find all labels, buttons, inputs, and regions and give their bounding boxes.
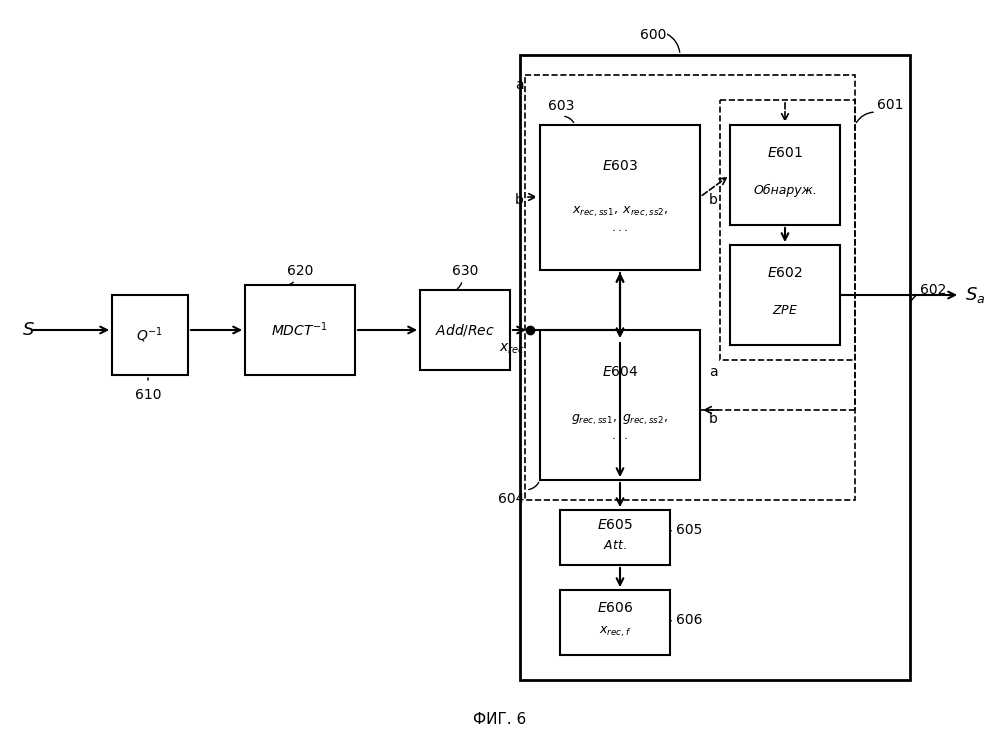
Bar: [560, 510, 670, 565]
Text: $x_{rec}$: $x_{rec}$: [500, 342, 525, 356]
Bar: [730, 245, 840, 345]
FancyArrowPatch shape: [528, 482, 538, 490]
Text: 601: 601: [877, 98, 903, 112]
Bar: [520, 55, 910, 680]
Bar: [540, 125, 700, 270]
Text: $Att.$: $Att.$: [603, 539, 626, 552]
Text: $Q^{-1}$: $Q^{-1}$: [137, 325, 164, 345]
Text: 604: 604: [498, 492, 524, 506]
Text: $E601$: $E601$: [767, 146, 803, 160]
Text: $g_{rec,ss1},\;g_{rec,ss2},$
$...$: $g_{rec,ss1},\;g_{rec,ss2},$ $...$: [571, 413, 668, 442]
FancyArrowPatch shape: [911, 296, 915, 302]
Bar: [525, 75, 855, 500]
Text: 610: 610: [135, 388, 161, 402]
Text: b: b: [515, 193, 524, 207]
Text: $E603$: $E603$: [602, 159, 638, 173]
Text: $S_a$: $S_a$: [965, 285, 985, 305]
Text: $E606$: $E606$: [596, 601, 633, 615]
Text: 603: 603: [548, 99, 574, 113]
Bar: [112, 295, 188, 375]
Text: $MDCT^{-1}$: $MDCT^{-1}$: [272, 321, 329, 339]
Bar: [245, 285, 355, 375]
Bar: [540, 330, 700, 480]
FancyArrowPatch shape: [670, 531, 671, 532]
Text: 606: 606: [676, 613, 702, 627]
Text: $Add/Rec$: $Add/Rec$: [435, 322, 495, 338]
Text: ФИГ. 6: ФИГ. 6: [473, 712, 526, 727]
Text: 630: 630: [452, 264, 479, 278]
FancyArrowPatch shape: [564, 116, 573, 122]
Text: $E602$: $E602$: [767, 266, 803, 280]
Text: $E604$: $E604$: [601, 365, 638, 379]
Bar: [420, 290, 510, 370]
Text: 605: 605: [676, 523, 702, 537]
Text: a: a: [515, 78, 524, 92]
Bar: [730, 125, 840, 225]
Text: 600: 600: [639, 28, 666, 42]
FancyArrowPatch shape: [288, 282, 294, 285]
FancyArrowPatch shape: [458, 283, 462, 289]
Bar: [560, 590, 670, 655]
FancyArrowPatch shape: [856, 112, 873, 122]
Text: 620: 620: [287, 264, 314, 278]
FancyArrowPatch shape: [667, 34, 679, 52]
FancyArrowPatch shape: [670, 620, 671, 622]
Text: $x_{rec,ss1},\;x_{rec,ss2},$
$...$: $x_{rec,ss1},\;x_{rec,ss2},$ $...$: [571, 205, 668, 234]
Text: $x_{rec,f}$: $x_{rec,f}$: [599, 625, 631, 640]
Text: 602: 602: [920, 283, 946, 297]
Text: Обнаруж.: Обнаруж.: [753, 183, 817, 197]
Text: $ZPE$: $ZPE$: [772, 303, 798, 317]
Text: b: b: [709, 412, 718, 426]
Bar: [720, 100, 855, 360]
Text: $S$: $S$: [22, 321, 35, 339]
Text: $E605$: $E605$: [597, 519, 633, 533]
Text: a: a: [709, 365, 718, 379]
Text: b: b: [709, 193, 718, 207]
